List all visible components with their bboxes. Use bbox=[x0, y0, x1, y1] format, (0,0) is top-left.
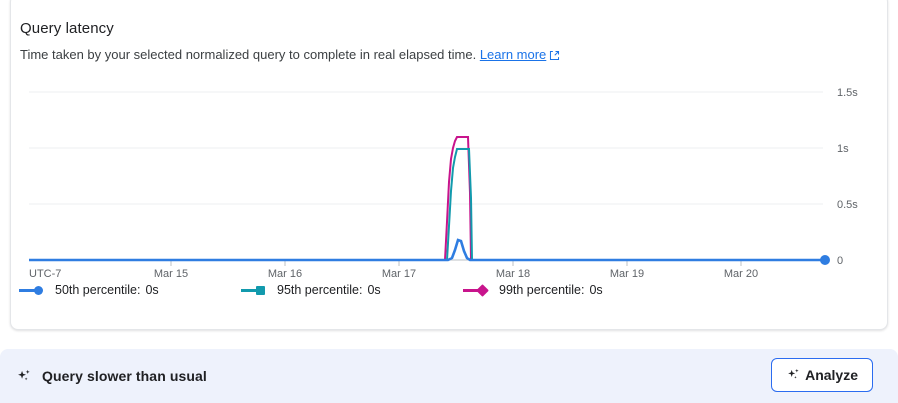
x-tick-label-mar18: Mar 18 bbox=[496, 268, 530, 280]
external-link-icon[interactable] bbox=[549, 49, 560, 64]
x-tick-label-utc: UTC-7 bbox=[29, 268, 61, 280]
series-50th-percentile bbox=[29, 238, 830, 265]
series-99th-percentile bbox=[29, 136, 823, 261]
card-description: Time taken by your selected normalized q… bbox=[20, 47, 560, 64]
legend-circle-icon bbox=[19, 284, 47, 296]
analyze-button[interactable]: Analyze bbox=[771, 358, 873, 392]
query-latency-card: Query latency Time taken by your selecte… bbox=[10, 0, 888, 330]
y-tick-label-1-5s: 1.5s bbox=[837, 87, 858, 99]
x-tick-label-mar17: Mar 17 bbox=[382, 268, 416, 280]
legend-item-95th-percentile[interactable]: 95th percentile: 0s bbox=[241, 283, 463, 297]
legend-value-50th: 0s bbox=[145, 283, 159, 297]
banner-message: Query slower than usual bbox=[42, 368, 207, 384]
legend-item-50th-percentile[interactable]: 50th percentile: 0s bbox=[19, 283, 241, 297]
y-tick-label-0: 0 bbox=[837, 255, 843, 267]
analyze-button-label: Analyze bbox=[805, 367, 858, 383]
legend-item-99th-percentile[interactable]: 99th percentile: 0s bbox=[463, 283, 685, 297]
x-tick-label-mar20: Mar 20 bbox=[724, 268, 758, 280]
x-tick-label-mar15: Mar 15 bbox=[154, 268, 188, 280]
card-description-text: Time taken by your selected normalized q… bbox=[20, 47, 477, 62]
banner-message-group: Query slower than usual bbox=[16, 349, 207, 403]
x-tick-label-mar16: Mar 16 bbox=[268, 268, 302, 280]
legend-square-icon bbox=[241, 284, 269, 296]
y-tick-label-0-5s: 0.5s bbox=[837, 199, 858, 211]
legend-label-95th: 95th percentile: bbox=[277, 283, 363, 297]
x-tick-label-mar19: Mar 19 bbox=[610, 268, 644, 280]
sparkle-icon bbox=[16, 368, 33, 385]
series-95th-percentile bbox=[29, 148, 823, 261]
chart-gridlines bbox=[29, 91, 823, 205]
sparkle-icon bbox=[786, 367, 802, 383]
legend-value-95th: 0s bbox=[367, 283, 381, 297]
learn-more-link[interactable]: Learn more bbox=[479, 47, 547, 62]
legend-value-99th: 0s bbox=[589, 283, 603, 297]
legend-diamond-icon bbox=[463, 284, 491, 297]
chart-legend: 50th percentile: 0s 95th percentile: 0s … bbox=[19, 280, 879, 300]
query-insight-banner: Query slower than usual Analyze bbox=[0, 349, 898, 403]
legend-label-50th: 50th percentile: bbox=[55, 283, 141, 297]
chart-x-ticks bbox=[170, 260, 742, 266]
y-tick-label-1s: 1s bbox=[837, 143, 849, 155]
legend-label-99th: 99th percentile: bbox=[499, 283, 585, 297]
page-title: Query latency bbox=[20, 20, 114, 37]
series-50th-endpoint-marker bbox=[820, 255, 830, 265]
